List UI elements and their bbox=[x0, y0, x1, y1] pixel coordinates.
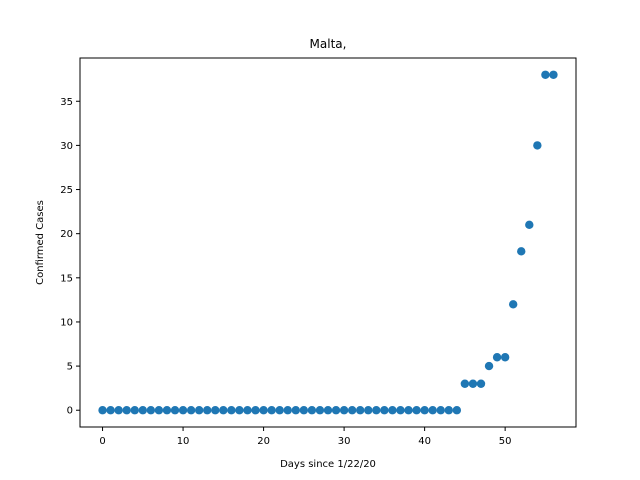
x-tick-label: 40 bbox=[418, 436, 431, 447]
x-tick-label: 50 bbox=[499, 436, 512, 447]
data-point bbox=[396, 406, 405, 415]
data-point bbox=[323, 406, 333, 415]
data-point bbox=[339, 406, 349, 415]
data-point bbox=[541, 70, 550, 79]
data-point bbox=[138, 406, 148, 415]
data-point bbox=[194, 406, 204, 415]
plot-frame bbox=[79, 57, 577, 428]
x-tick-label: 10 bbox=[177, 436, 190, 447]
data-point bbox=[227, 406, 236, 415]
data-point bbox=[444, 406, 453, 415]
data-point bbox=[380, 406, 389, 415]
data-point bbox=[404, 406, 413, 415]
data-point bbox=[106, 406, 115, 415]
y-tick-label: 0 bbox=[67, 406, 73, 417]
data-point bbox=[211, 406, 220, 415]
data-point bbox=[468, 379, 478, 388]
data-point bbox=[186, 406, 196, 415]
data-point bbox=[420, 406, 429, 415]
data-point bbox=[219, 406, 228, 415]
data-point bbox=[492, 353, 502, 362]
data-point bbox=[500, 353, 510, 362]
data-point bbox=[114, 406, 123, 415]
data-point bbox=[412, 406, 421, 415]
x-tick-label: 20 bbox=[257, 436, 270, 447]
data-point bbox=[508, 300, 518, 309]
data-point bbox=[428, 406, 437, 415]
data-point bbox=[307, 406, 317, 415]
data-point bbox=[178, 406, 188, 415]
data-point bbox=[315, 406, 325, 415]
data-point bbox=[130, 406, 139, 415]
data-point bbox=[388, 406, 397, 415]
data-point bbox=[476, 379, 486, 388]
y-tick-label: 30 bbox=[60, 141, 73, 152]
data-point bbox=[364, 406, 373, 415]
data-point bbox=[299, 406, 309, 415]
chart-title: Malta, bbox=[310, 37, 347, 51]
data-point bbox=[291, 406, 300, 415]
data-point bbox=[170, 406, 180, 415]
y-tick-label: 20 bbox=[60, 229, 73, 240]
y-tick-label: 5 bbox=[67, 362, 73, 373]
data-point bbox=[525, 220, 534, 230]
y-axis-label: Confirmed Cases bbox=[35, 200, 46, 285]
data-point bbox=[356, 406, 365, 415]
data-point bbox=[517, 247, 526, 256]
data-point bbox=[347, 406, 357, 415]
data-point bbox=[251, 406, 260, 415]
y-tick-label: 10 bbox=[60, 317, 73, 328]
data-point bbox=[146, 406, 156, 415]
data-point bbox=[203, 406, 212, 415]
x-tick-label: 30 bbox=[338, 436, 351, 447]
data-point bbox=[243, 406, 252, 415]
y-tick-label: 25 bbox=[60, 185, 73, 196]
data-point bbox=[122, 406, 131, 415]
data-point bbox=[484, 361, 494, 371]
data-point bbox=[259, 406, 268, 415]
data-point bbox=[162, 406, 172, 415]
data-point bbox=[372, 406, 381, 415]
data-point bbox=[235, 406, 244, 415]
data-point bbox=[275, 406, 284, 415]
data-point bbox=[452, 406, 462, 415]
data-point bbox=[98, 406, 107, 415]
data-point bbox=[460, 379, 470, 388]
data-point bbox=[549, 70, 558, 79]
data-points bbox=[98, 70, 558, 415]
y-axis-ticks: 0 5 10 15 20 25 30 35 bbox=[60, 97, 80, 417]
y-tick-label: 15 bbox=[60, 273, 73, 284]
x-tick-label: 0 bbox=[99, 436, 105, 447]
data-point bbox=[331, 406, 341, 415]
data-point bbox=[533, 141, 542, 150]
data-point bbox=[436, 406, 445, 415]
x-axis-label: Days since 1/22/20 bbox=[280, 459, 376, 470]
data-point bbox=[154, 406, 164, 415]
x-axis-ticks: 0 10 20 30 40 50 bbox=[99, 427, 512, 447]
data-point bbox=[267, 406, 276, 415]
y-tick-label: 35 bbox=[60, 97, 73, 108]
data-point bbox=[283, 406, 292, 415]
